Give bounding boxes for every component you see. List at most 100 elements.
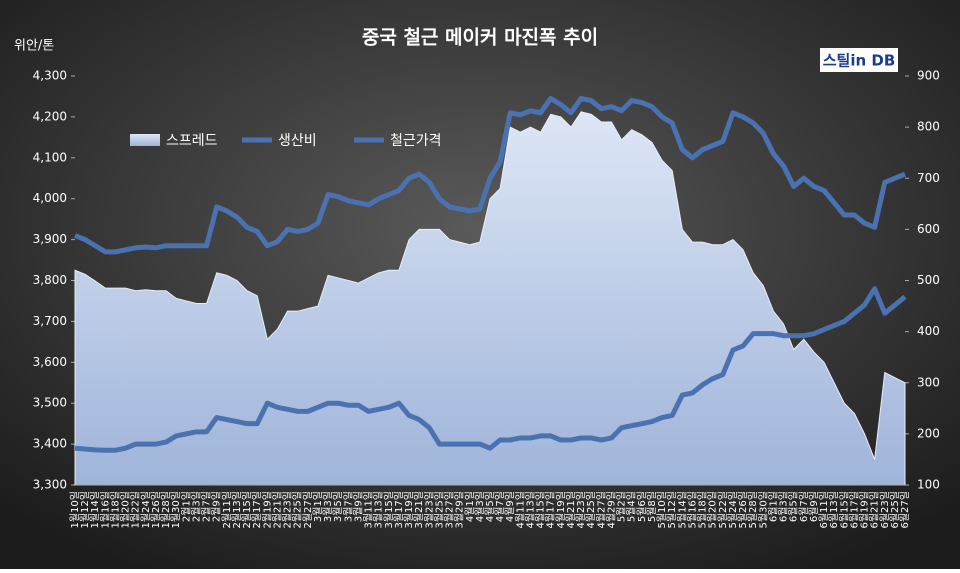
x-tick-label: 4월3일 [474,491,486,522]
y2-tick-label: 800 [917,120,940,134]
x-tick-label: 4월25일 [585,491,597,529]
x-tick-label: 1월26일 [150,491,162,529]
x-tick-label: 2월25일 [292,491,304,529]
y-tick-label: 3,600 [33,355,67,369]
x-tick-label: 4월5일 [484,491,496,522]
legend-label: 철근가격 [390,133,442,149]
x-tick-label: 3월25일 [433,491,445,529]
x-tick-label: 6월17일 [848,491,860,529]
x-tick-label: 4월7일 [494,491,506,522]
x-tick-label: 2월1일 [180,491,192,522]
x-tick-label: 2월27일 [302,491,314,529]
x-tick-label: 5월26일 [737,491,749,529]
x-tick-label: 6월25일 [889,491,901,529]
chart-title: 중국 철근 메이커 마진폭 추이 [362,27,598,49]
x-tick-label: 6월23일 [879,491,891,529]
x-tick-label: 4월27일 [595,491,607,529]
x-tick-label: 3월7일 [342,491,354,522]
x-tick-label: 5월28일 [747,491,759,529]
x-tick-label: 5월14일 [676,491,688,529]
y-tick-label: 4,300 [33,69,67,83]
x-tick-label: 4월19일 [555,491,567,529]
x-tick-label: 5월18일 [697,491,709,529]
x-tick-label: 6월15일 [838,491,850,529]
x-tick-label: 2월3일 [190,491,202,522]
x-tick-label: 2월13일 [231,491,243,529]
x-tick-label: 5월10일 [656,491,668,529]
series-line [74,95,906,255]
x-tick-label: 3월21일 [413,491,425,529]
x-tick-label: 1월30일 [170,491,182,529]
x-tick-label: 6월3일 [778,491,790,522]
x-tick-label: 3월3일 [322,491,334,522]
x-tick-label: 2월19일 [261,491,273,529]
y-tick-label: 4,000 [33,191,67,205]
series-line [74,286,907,453]
y-tick-label: 3,900 [33,232,67,246]
x-tick-label: 4월11일 [514,491,526,529]
x-tick-label: 1월18일 [109,491,121,529]
x-tick-label: 6월11일 [818,491,830,529]
y-tick-label: 4,100 [33,150,67,164]
x-tick-label: 4월17일 [545,491,557,529]
y2-tick-label: 700 [917,171,940,185]
x-tick-label: 2월23일 [282,491,294,529]
y2-tick-label: 300 [917,375,940,389]
x-tick-label: 4월1일 [464,491,476,522]
x-tick-label: 1월20일 [120,491,132,529]
x-tick-label: 1월28일 [160,491,172,529]
x-tick-label: 6월13일 [828,491,840,529]
x-tick-label: 6월19일 [859,491,871,529]
x-tick-label: 3월5일 [332,491,344,522]
x-tick-label: 4월29일 [605,491,617,529]
x-tick-label: 3월17일 [393,491,405,529]
x-tick-label: 3월15일 [383,491,395,529]
x-tick-label: 2월7일 [201,491,213,522]
x-tick-label: 6월5일 [788,491,800,522]
x-tick-label: 3월13일 [373,491,385,529]
y2-tick-label: 200 [917,426,940,440]
x-tick-label: 5월4일 [626,491,638,522]
x-tick-label: 5월8일 [646,491,658,522]
x-tick-label: 1월22일 [130,491,142,529]
logo: 스틸in DB [823,52,896,70]
x-tick-label: 1월24일 [140,491,152,529]
x-tick-label: 5월20일 [707,491,719,529]
x-tick-label: 3월11일 [363,491,375,529]
x-tick-label: 5월30일 [757,491,769,529]
x-tick-label: 4월13일 [524,491,536,529]
y-tick-label: 3,700 [33,314,67,328]
y-axis-unit: 위안/톤 [14,39,54,54]
x-tick-label: 5월2일 [616,491,628,522]
y-tick-label: 3,400 [33,437,67,451]
y-tick-label: 4,200 [33,109,67,123]
legend-swatch [130,134,160,146]
x-tick-label: 2월9일 [211,491,223,522]
x-tick-label: 3월9일 [352,491,364,522]
x-tick-label: 3월27일 [444,491,456,529]
x-tick-label: 4월15일 [535,491,547,529]
x-tick-label: 1월16일 [99,491,111,529]
legend-label: 스프레드 [166,133,218,149]
x-tick-label: 5월24일 [727,491,739,529]
y-tick-label: 3,800 [33,273,67,287]
x-tick-label: 6월27일 [899,491,911,529]
x-tick-label: 5월6일 [636,491,648,522]
x-tick-label: 5월22일 [717,491,729,529]
x-tick-label: 2월15일 [241,491,253,529]
x-tick-label: 2월17일 [251,491,263,529]
logo-box [820,48,898,72]
x-tick-label: 6월1일 [767,491,779,522]
y2-tick-label: 400 [917,324,940,338]
y2-tick-label: 600 [917,222,940,236]
x-tick-label: 5월12일 [666,491,678,529]
x-tick-label: 3월1일 [312,491,324,522]
x-tick-label: 3월19일 [403,491,415,529]
x-tick-label: 4월21일 [565,491,577,529]
x-tick-label: 3월29일 [454,491,466,529]
x-tick-label: 2월11일 [221,491,233,529]
y2-tick-label: 500 [917,273,940,287]
y-tick-label: 3,300 [33,478,67,492]
x-tick-label: 3월23일 [423,491,435,529]
